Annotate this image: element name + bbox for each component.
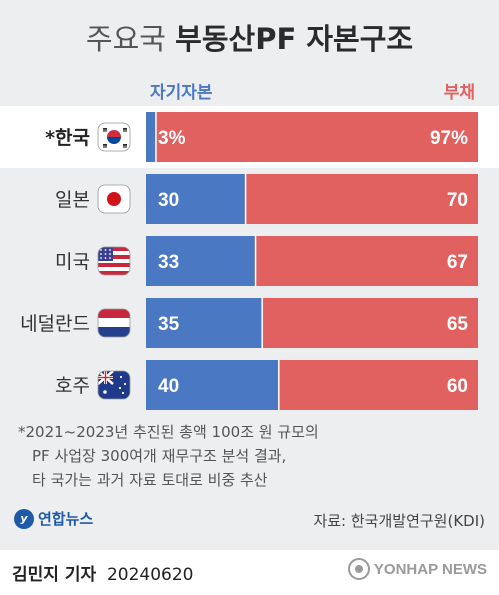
- footnote-line: 타 국가는 과거 자료 토대로 비중 추산: [32, 471, 268, 489]
- bar-equity: [146, 112, 156, 162]
- usa-flag-icon: [97, 246, 131, 276]
- reporter-name: 김민지 기자: [12, 565, 97, 585]
- bar-debt: [155, 112, 478, 162]
- yonhap-watermark-icon: [347, 558, 370, 580]
- bar-debt: [255, 236, 478, 286]
- logo-text: 연합뉴스: [38, 510, 94, 528]
- bar-debt: [278, 360, 478, 410]
- stacked-bar-chart: 3% 97% *한국 30 70 일본 33 67 미국 35 65 네덜란드 40 60 호주: [0, 106, 499, 410]
- debt-value-label: 60: [447, 376, 468, 397]
- debt-value-label: 70: [447, 190, 468, 211]
- infographic-card: 주요국 부동산PF 자본구조 자기자본 부채 3% 97% *한국 30 70 일본 33 6…: [0, 0, 499, 550]
- country-label: *한국: [45, 127, 90, 149]
- source-text: 자료: 한국개발연구원(KDI): [313, 512, 485, 530]
- equity-value-label: 40: [158, 376, 179, 397]
- debt-value-label: 67: [447, 252, 468, 273]
- equity-value-label: 30: [158, 190, 179, 211]
- watermark-text: YONHAP NEWS: [373, 560, 487, 578]
- byline: 김민지 기자 20240620: [12, 560, 193, 585]
- title-light: 주요국: [85, 22, 166, 56]
- debt-value-label: 97%: [430, 128, 468, 149]
- footnote-line: *2021~2023년 추진된 총액 100조 원 규모의: [18, 423, 319, 441]
- equity-value-label: 35: [158, 314, 180, 335]
- footnote: *2021~2023년 추진된 총액 100조 원 규모의 PF 사업장 300…: [18, 420, 488, 492]
- south-korea-flag-icon: [97, 122, 131, 152]
- equity-value-label: 3%: [158, 128, 186, 149]
- bar-debt: [262, 298, 478, 348]
- bar-equity: [146, 236, 256, 286]
- equity-value-label: 33: [158, 252, 179, 273]
- australia-flag-icon: [97, 370, 131, 400]
- country-label: 미국: [55, 251, 90, 273]
- legend-equity: 자기자본: [150, 83, 213, 103]
- country-label: 일본: [55, 189, 90, 211]
- footnote-line: PF 사업장 300여개 재무구조 분석 결과,: [32, 447, 287, 465]
- bar-equity: [146, 298, 263, 348]
- yonhap-logo-icon: y: [14, 508, 34, 529]
- publish-date: 20240620: [106, 565, 194, 585]
- watermark: YONHAP NEWS: [347, 558, 487, 580]
- title-bold: 부동산PF 자본구조: [175, 22, 414, 56]
- bar-debt: [245, 174, 478, 224]
- country-label: 네덜란드: [20, 313, 90, 335]
- debt-value-label: 65: [447, 314, 469, 335]
- country-label: 호주: [55, 375, 90, 397]
- legend-debt: 부채: [443, 83, 475, 103]
- netherlands-flag-icon: [97, 308, 131, 338]
- bar-equity: [146, 174, 246, 224]
- bar-equity: [146, 360, 279, 410]
- chart-title: 주요국 부동산PF 자본구조: [0, 16, 499, 58]
- yonhap-logo: y 연합뉴스: [14, 508, 93, 529]
- japan-flag-icon: [97, 184, 131, 214]
